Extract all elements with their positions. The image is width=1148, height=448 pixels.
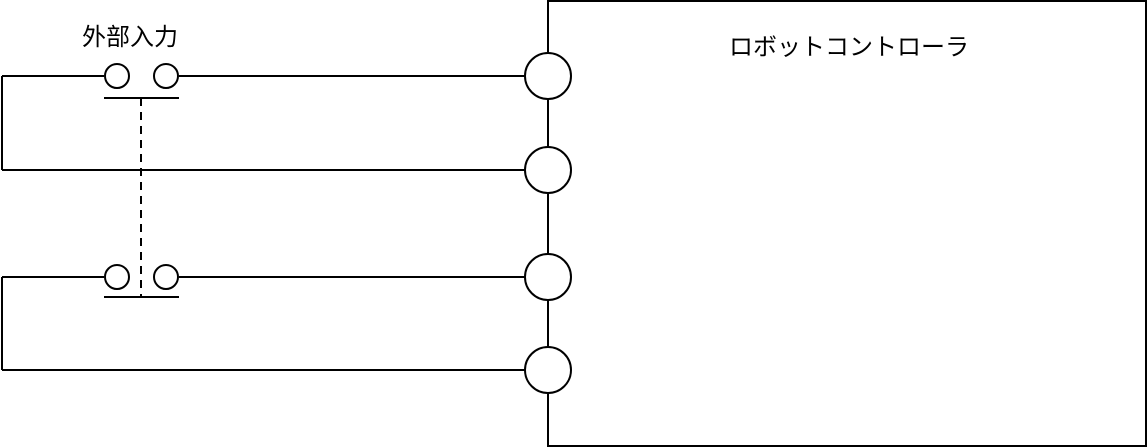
controller-terminal-3 [524, 253, 572, 301]
top-switch-circuit [1, 63, 525, 171]
robot-controller-label: ロボットコントローラ [729, 33, 969, 61]
robot-controller-box [547, 0, 1147, 447]
controller-terminal-2 [524, 146, 572, 194]
top-switch-contact-left [104, 63, 130, 89]
bottom-switch-contact-right [153, 264, 179, 290]
controller-terminal-1 [524, 52, 572, 100]
bottom-switch-contact-left [104, 264, 130, 290]
bottom-switch-circuit [1, 264, 525, 371]
external-input-label: 外部入力 [82, 23, 178, 51]
controller-terminal-4 [524, 346, 572, 394]
controller-terminals [524, 52, 572, 394]
top-switch-contact-right [153, 63, 179, 89]
